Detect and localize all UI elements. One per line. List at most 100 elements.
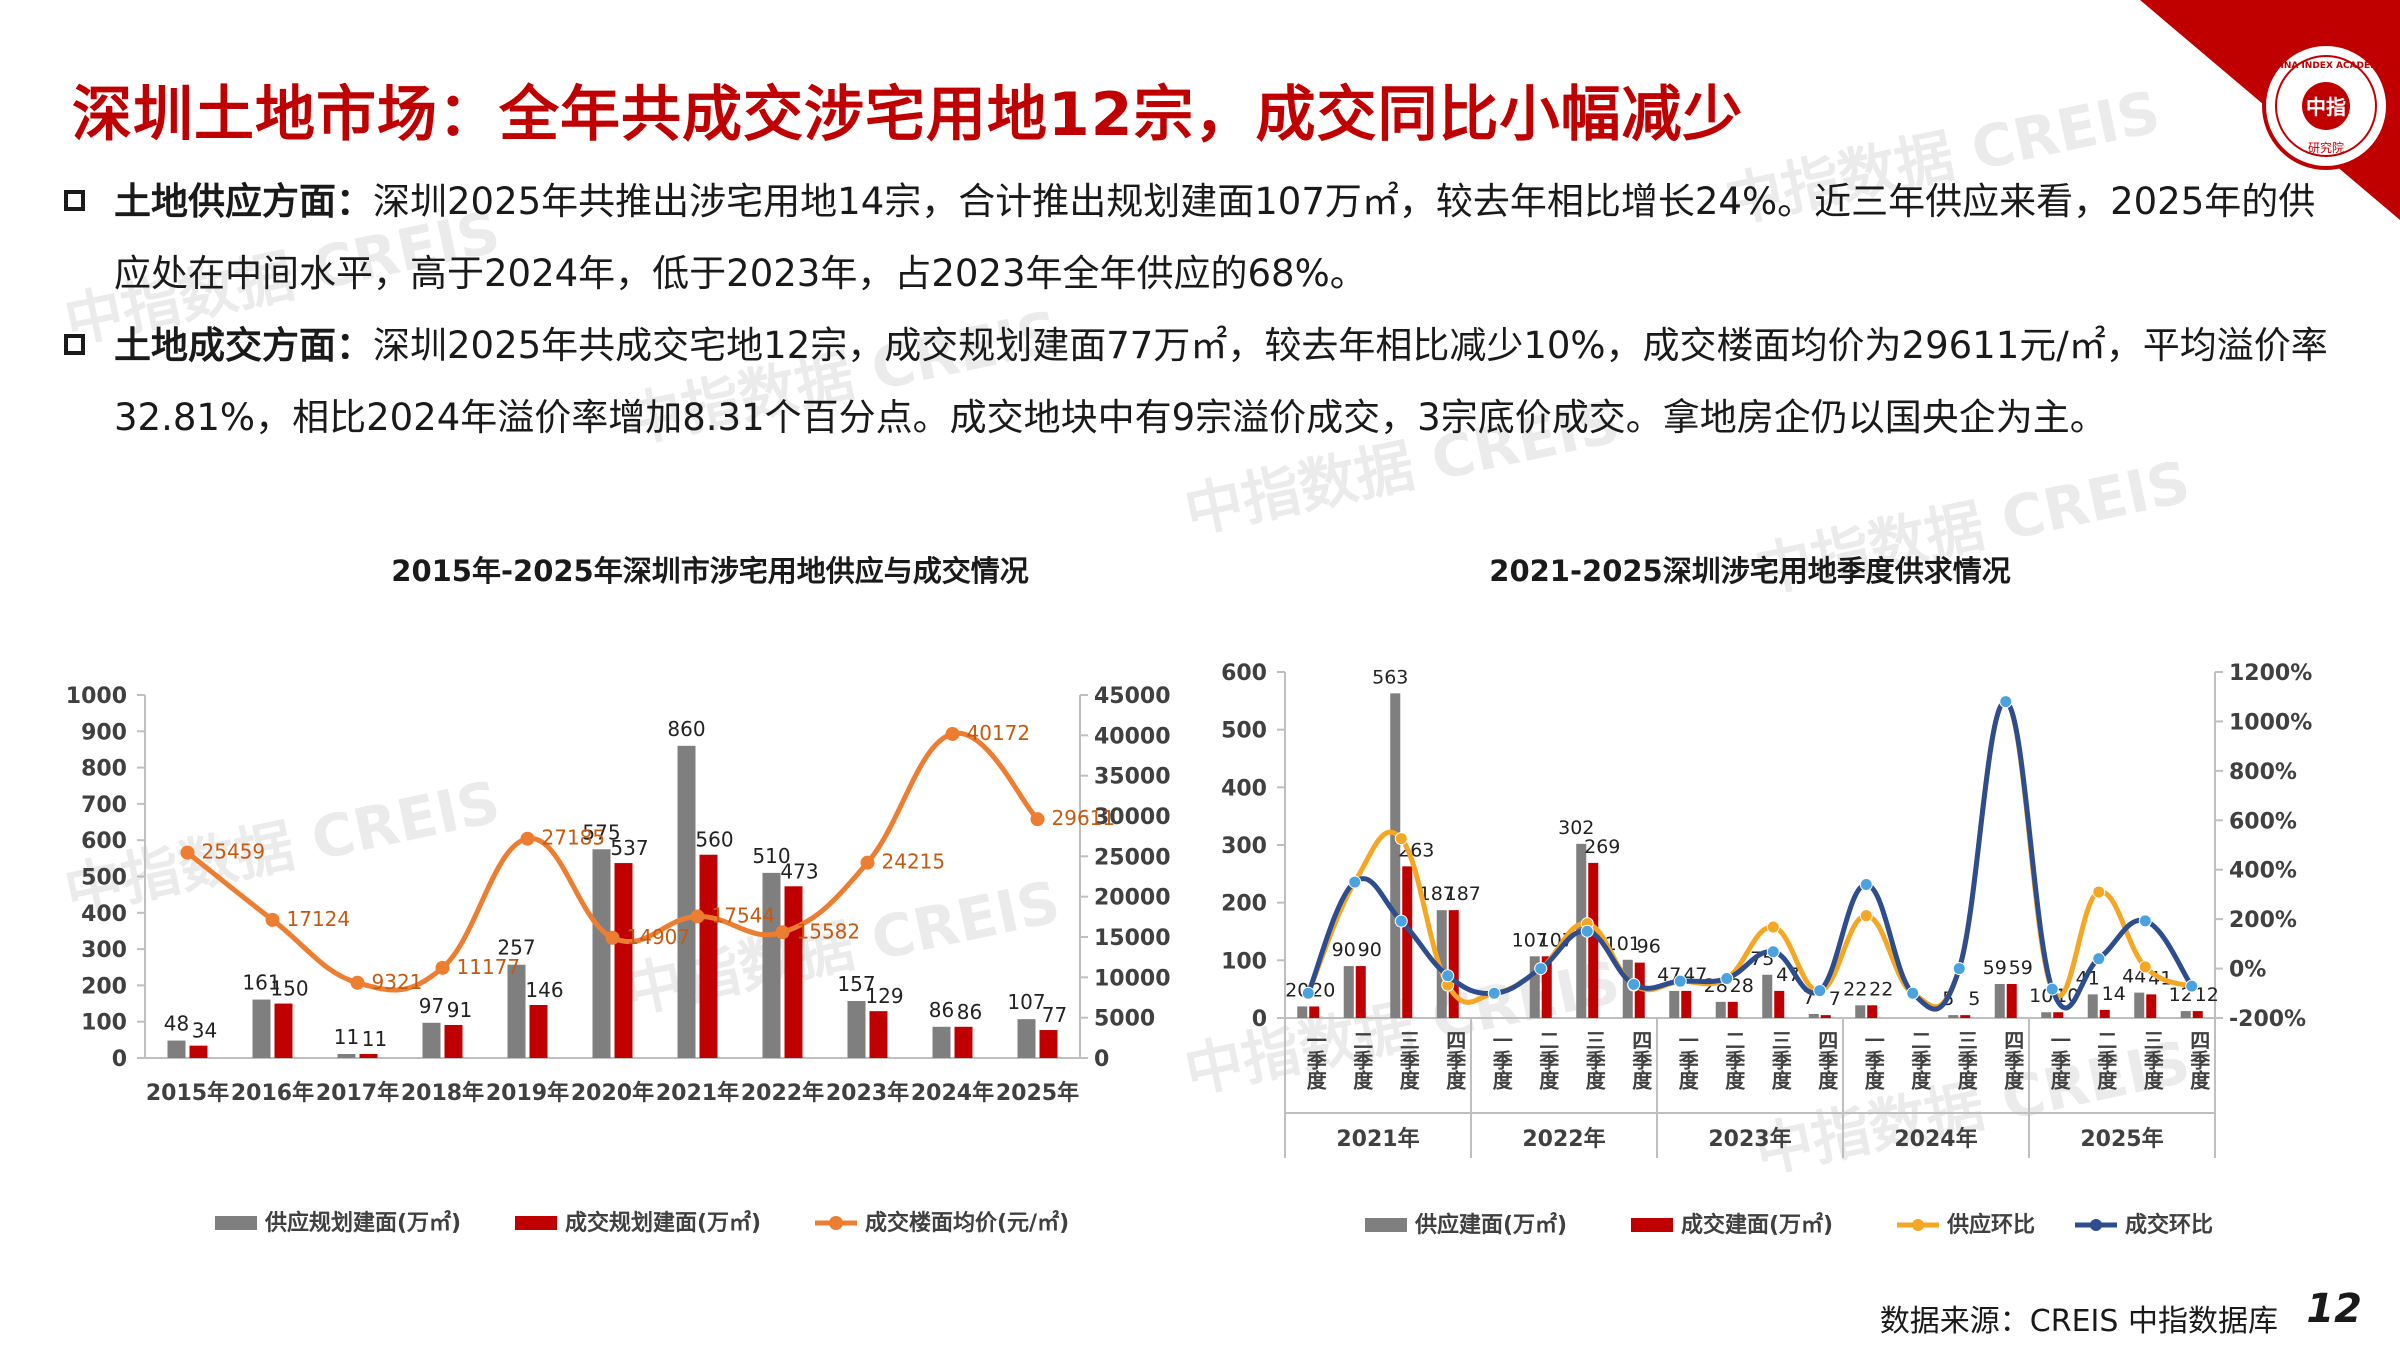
bar-label-supply: 161	[242, 971, 280, 995]
data-label-avg-price: 40172	[967, 721, 1031, 745]
point-deal-qoq	[1859, 878, 1873, 892]
year-group-label: 2024年	[1894, 1126, 1977, 1152]
bar-label-deal: 77	[1042, 1003, 1067, 1027]
bar-supply	[847, 1001, 866, 1058]
quarter-label: 四季度	[1815, 1030, 1839, 1091]
bar-deal	[2146, 994, 2157, 1018]
bar-deal	[954, 1026, 973, 1058]
bar-supply	[1715, 1001, 1726, 1018]
bar-label-deal: 5	[1968, 988, 1980, 1010]
bar-deal	[529, 1005, 548, 1058]
x-tick-label: 2020年	[571, 1080, 654, 1106]
bar-label-deal: 59	[2009, 957, 2033, 979]
bar-label-deal: 537	[610, 836, 648, 860]
bar-deal	[1402, 866, 1413, 1018]
point-avg-price	[1030, 812, 1045, 827]
bar-supply	[592, 849, 611, 1058]
bar-label-supply: 510	[752, 844, 790, 868]
bar-deal	[1588, 862, 1599, 1018]
x-tick-label: 2024年	[911, 1080, 994, 1106]
quarter-label: 一季度	[1303, 1030, 1327, 1091]
point-avg-price	[265, 912, 280, 927]
y-tick-label-right: 20000	[1094, 886, 1171, 911]
bar-label-deal: 7	[1829, 988, 1841, 1010]
bullet-head: 土地供应方面：	[114, 180, 373, 223]
bar-label-supply: 59	[1983, 957, 2007, 979]
legend-swatch	[515, 1216, 557, 1230]
quarter-label: 四季度	[1629, 1030, 1653, 1091]
legend-label: 供应规划建面(万㎡)	[264, 1210, 461, 1236]
bar-supply	[507, 964, 526, 1058]
bar-label-supply: 257	[497, 936, 535, 960]
point-deal-qoq	[2185, 979, 2199, 993]
y-tick-label-right: 45000	[1094, 684, 1171, 709]
y-tick-label-right: 400%	[2229, 859, 2297, 884]
y-tick-label-right: 200%	[2229, 908, 2297, 933]
point-deal-qoq	[1441, 969, 1455, 983]
point-supply-qoq	[2092, 885, 2106, 899]
bar-label-supply: 22	[1843, 978, 1867, 1000]
point-deal-qoq	[1766, 945, 1780, 959]
legend-label: 供应建面(万㎡)	[1414, 1212, 1567, 1238]
academy-logo: 中指 CHINA INDEX ACADEMY 研究院	[2140, 0, 2400, 220]
bar-label-deal: 473	[780, 859, 818, 883]
point-avg-price	[180, 845, 195, 860]
y-tick-label-left: 300	[1221, 834, 1267, 859]
bar-label-supply: 86	[929, 998, 954, 1022]
quarter-label: 一季度	[1861, 1030, 1885, 1091]
y-tick-label-right: -200%	[2229, 1007, 2306, 1032]
bar-supply	[1994, 983, 2005, 1018]
bar-deal	[444, 1024, 463, 1058]
bar-deal	[1820, 1015, 1831, 1018]
quarter-label: 一季度	[1489, 1030, 1513, 1091]
y-tick-label-right: 15000	[1094, 926, 1171, 951]
point-avg-price	[520, 831, 535, 846]
bar-deal	[2192, 1011, 2203, 1018]
bar-supply	[1808, 1013, 1819, 1018]
bar-supply	[252, 999, 271, 1058]
bar-supply	[1529, 956, 1540, 1018]
bar-label-supply: 187	[1419, 883, 1455, 905]
point-avg-price	[775, 925, 790, 940]
bar-label-supply: 107	[1512, 929, 1548, 951]
point-deal-qoq	[2045, 982, 2059, 996]
data-label-avg-price: 11177	[457, 955, 521, 979]
quarter-label: 一季度	[1675, 1030, 1699, 1091]
data-source: 数据来源：CREIS 中指数据库	[1879, 1304, 2278, 1339]
chart2-title: 2021-2025深圳涉宅用地季度供求情况	[1489, 554, 2011, 588]
bar-supply	[1855, 1005, 1866, 1018]
point-avg-price	[605, 930, 620, 945]
bar-label-deal: 96	[1637, 936, 1661, 958]
point-deal-qoq	[1906, 986, 1920, 1000]
bar-supply	[1436, 910, 1447, 1018]
legend-swatch	[829, 1216, 843, 1230]
page-number: 12	[2306, 1286, 2362, 1332]
x-tick-label: 2018年	[401, 1080, 484, 1106]
bar-label-supply: 48	[164, 1012, 189, 1036]
bar-deal	[274, 1003, 293, 1058]
legend-swatch	[1365, 1218, 1407, 1232]
bullet-supply: 土地供应方面：深圳2025年共推出涉宅用地14宗，合计推出规划建面107万㎡，较…	[64, 166, 2334, 310]
point-supply-qoq	[1859, 909, 1873, 923]
legend-swatch	[1631, 1218, 1673, 1232]
quarter-label: 二季度	[1722, 1030, 1746, 1091]
bullet-checkbox-icon	[64, 334, 85, 355]
legend-swatch	[1912, 1219, 1924, 1231]
bar-label-supply: 575	[582, 820, 620, 844]
quarter-label: 一季度	[2047, 1030, 2071, 1091]
y-tick-label-left: 600	[1221, 661, 1267, 686]
data-label-avg-price: 29611	[1052, 806, 1116, 830]
y-tick-label-left: 400	[81, 902, 127, 927]
bar-label-deal: 90	[1358, 939, 1382, 961]
point-deal-qoq	[1720, 971, 1734, 985]
bar-supply	[762, 872, 781, 1058]
bar-label-deal: 560	[695, 828, 733, 852]
bullet-body: 深圳2025年共成交宅地12宗，成交规划建面77万㎡，较去年相比减少10%，成交…	[114, 324, 2328, 439]
legend-label: 成交环比	[2125, 1212, 2213, 1238]
quarter-label: 四季度	[1443, 1030, 1467, 1091]
point-supply-qoq	[2138, 960, 2152, 974]
data-label-avg-price: 14907	[627, 925, 691, 949]
quarter-label: 三季度	[2140, 1030, 2164, 1091]
x-tick-label: 2017年	[316, 1080, 399, 1106]
bar-supply	[422, 1022, 441, 1058]
